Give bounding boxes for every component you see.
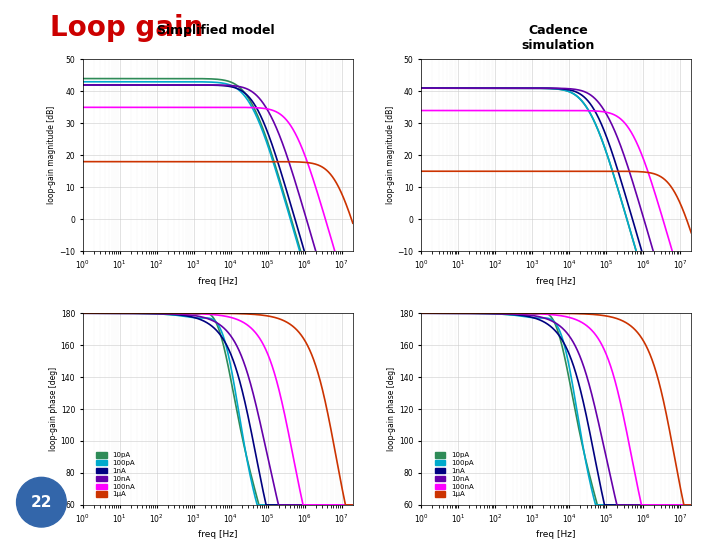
Y-axis label: loop-gain phase [deg]: loop-gain phase [deg] bbox=[49, 367, 58, 451]
Y-axis label: loop-gain magnitude [dB]: loop-gain magnitude [dB] bbox=[386, 106, 395, 204]
Legend: 10pA, 100pA, 1nA, 10nA, 100nA, 1μA: 10pA, 100pA, 1nA, 10nA, 100nA, 1μA bbox=[433, 450, 476, 500]
X-axis label: freq [Hz]: freq [Hz] bbox=[198, 276, 238, 286]
Y-axis label: loop-gain phase [deg]: loop-gain phase [deg] bbox=[387, 367, 396, 451]
X-axis label: freq [Hz]: freq [Hz] bbox=[536, 530, 576, 539]
Text: 22: 22 bbox=[31, 495, 52, 510]
Text: Loop gain: Loop gain bbox=[50, 14, 204, 42]
Legend: 10pA, 100pA, 1nA, 10nA, 100nA, 1μA: 10pA, 100pA, 1nA, 10nA, 100nA, 1μA bbox=[94, 450, 138, 500]
Y-axis label: loop-gain magnitude [dB]: loop-gain magnitude [dB] bbox=[48, 106, 56, 204]
Text: Simplified model: Simplified model bbox=[157, 24, 275, 37]
Circle shape bbox=[17, 477, 66, 527]
X-axis label: freq [Hz]: freq [Hz] bbox=[198, 530, 238, 539]
Text: Cadence
simulation: Cadence simulation bbox=[521, 24, 595, 52]
X-axis label: freq [Hz]: freq [Hz] bbox=[536, 276, 576, 286]
